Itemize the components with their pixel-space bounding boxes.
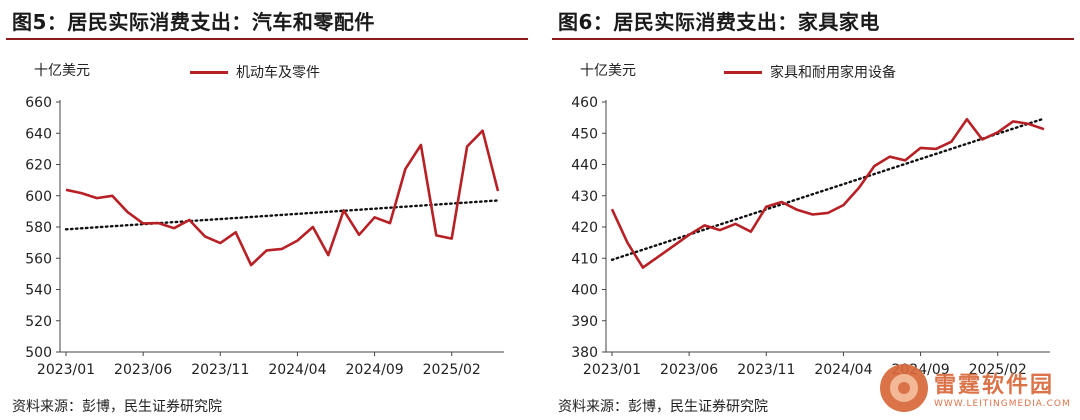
- x-tick-label: 2024/04: [268, 362, 326, 378]
- watermark-url: WWW.LEITINGMEDIA.COM: [934, 399, 1071, 409]
- x-tick-label: 2024/09: [345, 362, 403, 378]
- legend: 机动车及零件: [190, 62, 320, 82]
- x-tick-label: 2025/02: [423, 362, 481, 378]
- y-tick-label: 580: [25, 220, 52, 236]
- y-tick-label: 420: [571, 220, 598, 236]
- series-line: [65, 129, 500, 267]
- legend-swatch: [724, 70, 762, 74]
- x-tick-label: 2025/02: [969, 362, 1027, 378]
- legend: 家具和耐用家用设备: [724, 62, 896, 82]
- chart-panel-right: 图6：居民实际消费支出：家具家电 十亿美元 家具和耐用家用设备 380 390 40…: [552, 0, 1080, 420]
- trendline: [610, 117, 1046, 262]
- x-tick-label: 2023/06: [660, 362, 718, 378]
- legend-label: 机动车及零件: [236, 65, 320, 81]
- series-line: [610, 117, 1045, 269]
- watermark-logo: 雷霆软件园 WWW.LEITINGMEDIA.COM: [880, 364, 1071, 412]
- y-tick-label: 390: [571, 314, 598, 330]
- y-tick-label: 440: [571, 158, 598, 174]
- y-tick-label: 500: [25, 345, 52, 361]
- source-note: 资料来源：彭博，民生证券研究院: [12, 399, 222, 415]
- x-tick-label: 2023/06: [114, 362, 172, 378]
- y-tick-label: 560: [25, 251, 52, 267]
- y-tick-label: 620: [25, 158, 52, 174]
- line-chart-furniture: 380 390 400 410 420 430 440 450 460 2023/01 2023/0…: [571, 95, 1050, 378]
- y-tick-label: 600: [25, 189, 52, 205]
- title-rule: [552, 38, 1074, 40]
- watermark-name: 雷霆软件园: [934, 373, 1055, 398]
- y-tick-label: 430: [571, 189, 598, 205]
- chart-title: 图6：居民实际消费支出：家具家电: [558, 10, 880, 34]
- x-tick-label: 2024/04: [814, 362, 872, 378]
- y-tick-label: 460: [571, 95, 598, 111]
- y-unit-label: 十亿美元: [580, 63, 636, 79]
- y-tick-label: 410: [571, 251, 598, 267]
- chart-title: 图5：居民实际消费支出：汽车和零配件: [12, 10, 375, 34]
- legend-swatch: [190, 70, 228, 74]
- y-tick-label: 540: [25, 283, 52, 299]
- x-tick-label: 2023/11: [191, 362, 249, 378]
- watermark-emblem-icon: [880, 364, 928, 412]
- y-tick-label: 380: [571, 345, 598, 361]
- y-tick-label: 520: [25, 314, 52, 330]
- x-tick-label: 2023/01: [583, 362, 641, 378]
- line-chart-autos: 500 520 540 560 580 600 620 640 660 2023/01 2023/0…: [25, 95, 504, 378]
- legend-label: 家具和耐用家用设备: [770, 65, 896, 81]
- y-tick-label: 400: [571, 283, 598, 299]
- title-rule: [6, 38, 528, 40]
- y-tick-label: 640: [25, 126, 52, 142]
- y-unit-label: 十亿美元: [34, 63, 90, 79]
- x-tick-label: 2023/01: [37, 362, 95, 378]
- y-tick-label: 450: [571, 126, 598, 142]
- y-tick-label: 660: [25, 95, 52, 111]
- x-tick-label: 2023/11: [737, 362, 795, 378]
- source-note: 资料来源：彭博，民生证券研究院: [558, 399, 768, 415]
- chart-panel-left: 图5：居民实际消费支出：汽车和零配件 十亿美元 机动车及零件 500 520 540…: [6, 0, 534, 420]
- watermark-text: 雷霆软件园 WWW.LEITINGMEDIA.COM: [934, 367, 1071, 409]
- trendline: [64, 199, 500, 231]
